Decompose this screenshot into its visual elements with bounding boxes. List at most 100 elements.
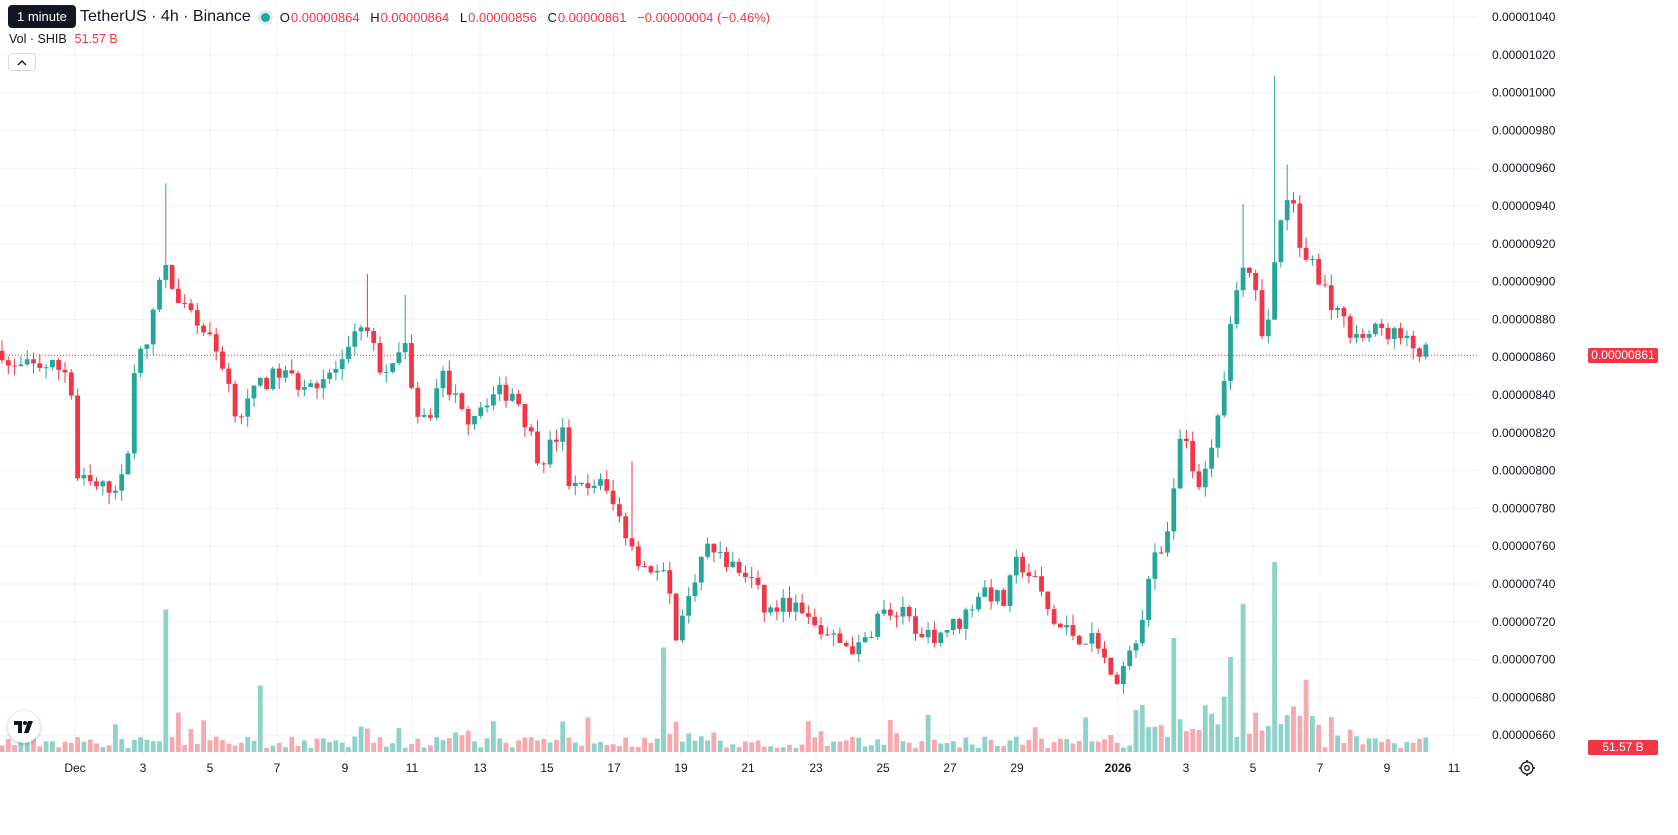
volume-bar	[963, 737, 969, 752]
candle-body	[1202, 468, 1208, 488]
volume-bar	[667, 733, 673, 752]
volume-bar	[755, 740, 761, 752]
time-axis-label: 9	[342, 761, 349, 775]
volume-bar	[1335, 735, 1340, 752]
volume-bar	[1209, 713, 1214, 752]
candle-body	[1417, 348, 1422, 357]
volume-bar	[509, 747, 515, 752]
candle-body	[434, 388, 440, 418]
volume-bar	[346, 747, 351, 752]
candle-body	[157, 279, 162, 310]
price-axis-label: 0.00000820	[1492, 426, 1556, 440]
volume-bar	[995, 746, 1000, 752]
candle-body	[339, 359, 345, 369]
candle-body	[774, 607, 780, 612]
candle-body	[648, 566, 654, 573]
candle-body	[995, 590, 1000, 602]
volume-bar	[831, 741, 836, 752]
time-axis-label: 13	[473, 761, 487, 775]
candle-body	[1328, 285, 1334, 311]
volume-bar	[1391, 743, 1397, 752]
candle-body	[610, 490, 616, 505]
candle-body	[736, 561, 742, 573]
time-axis-label: 15	[540, 761, 554, 775]
candle-body	[1291, 200, 1296, 204]
candle-body	[415, 387, 421, 417]
candle-body	[478, 407, 484, 416]
candle-body	[1095, 633, 1101, 649]
volume-bar	[1108, 734, 1114, 752]
collapse-legend-button[interactable]	[8, 53, 36, 71]
candle-body	[1373, 323, 1378, 335]
candle-body	[472, 415, 477, 425]
candle-body	[925, 629, 931, 638]
candle-body	[547, 439, 553, 465]
volume-bar	[87, 739, 93, 752]
candle-body	[1398, 328, 1403, 339]
candle-body	[881, 609, 887, 614]
volume-bar	[635, 746, 641, 752]
candle-body	[673, 593, 679, 641]
volume-bar	[887, 720, 893, 752]
time-axis-label: Dec	[64, 761, 85, 775]
price-axis-label: 0.00000760	[1492, 539, 1556, 553]
volume-bar	[491, 721, 496, 752]
candle-body	[1089, 633, 1095, 644]
volume-bar	[843, 740, 849, 752]
candle-body	[176, 288, 181, 303]
time-axis-label: 17	[607, 761, 621, 775]
volume-bar	[371, 742, 377, 752]
volume-bar	[352, 736, 358, 752]
candle-body	[843, 642, 849, 647]
gear-icon[interactable]	[1518, 759, 1536, 777]
chevron-up-icon	[17, 59, 27, 65]
symbol-title[interactable]: TetherUS · 4h · Binance	[80, 8, 251, 25]
volume-bar	[793, 747, 799, 752]
volume-bar	[1039, 738, 1044, 752]
volume-bar	[969, 744, 975, 752]
volume-bar	[1051, 742, 1057, 752]
volume-bar	[1133, 709, 1139, 752]
volume-bar	[163, 609, 169, 752]
candle-body	[730, 561, 736, 567]
volume-bar	[1310, 715, 1315, 752]
candle-body	[68, 372, 74, 396]
volume-bar	[919, 741, 925, 752]
candle-body	[12, 365, 17, 367]
time-axis-label: 3	[1183, 761, 1190, 775]
candle-body	[755, 577, 761, 585]
candle-body	[428, 415, 433, 418]
volume-bar	[251, 740, 257, 752]
volume-bar	[692, 740, 698, 752]
candle-body	[1221, 381, 1227, 416]
volume-bar	[837, 741, 843, 752]
candle-body	[1385, 327, 1391, 339]
volume-legend: Vol · SHIB 51.57 B	[9, 32, 118, 46]
candle-body	[692, 582, 698, 597]
volume-bar	[629, 746, 635, 752]
volume-bar	[761, 746, 767, 752]
tradingview-logo-icon[interactable]	[8, 711, 40, 743]
volume-bar	[1417, 738, 1422, 752]
volume-bar	[610, 744, 616, 752]
volume-bar	[1341, 743, 1347, 752]
candle-body	[1171, 488, 1177, 532]
volume-bar	[270, 745, 276, 752]
volume-bar	[220, 740, 225, 752]
candle-body	[182, 302, 188, 304]
volume-bar	[207, 740, 213, 752]
candle-body	[1045, 591, 1051, 610]
volume-bar	[579, 745, 584, 752]
volume-bar	[1259, 730, 1265, 752]
time-axis-label: 9	[1384, 761, 1391, 775]
price-axis-label: 0.00000920	[1492, 237, 1556, 251]
volume-bar	[43, 741, 49, 752]
volume-bar	[711, 732, 717, 752]
candle-body	[799, 602, 805, 614]
candle-body	[87, 475, 93, 482]
volume-bar	[1165, 737, 1170, 752]
candle-body	[761, 584, 767, 613]
candle-body	[270, 368, 276, 390]
candle-body	[1209, 447, 1214, 469]
